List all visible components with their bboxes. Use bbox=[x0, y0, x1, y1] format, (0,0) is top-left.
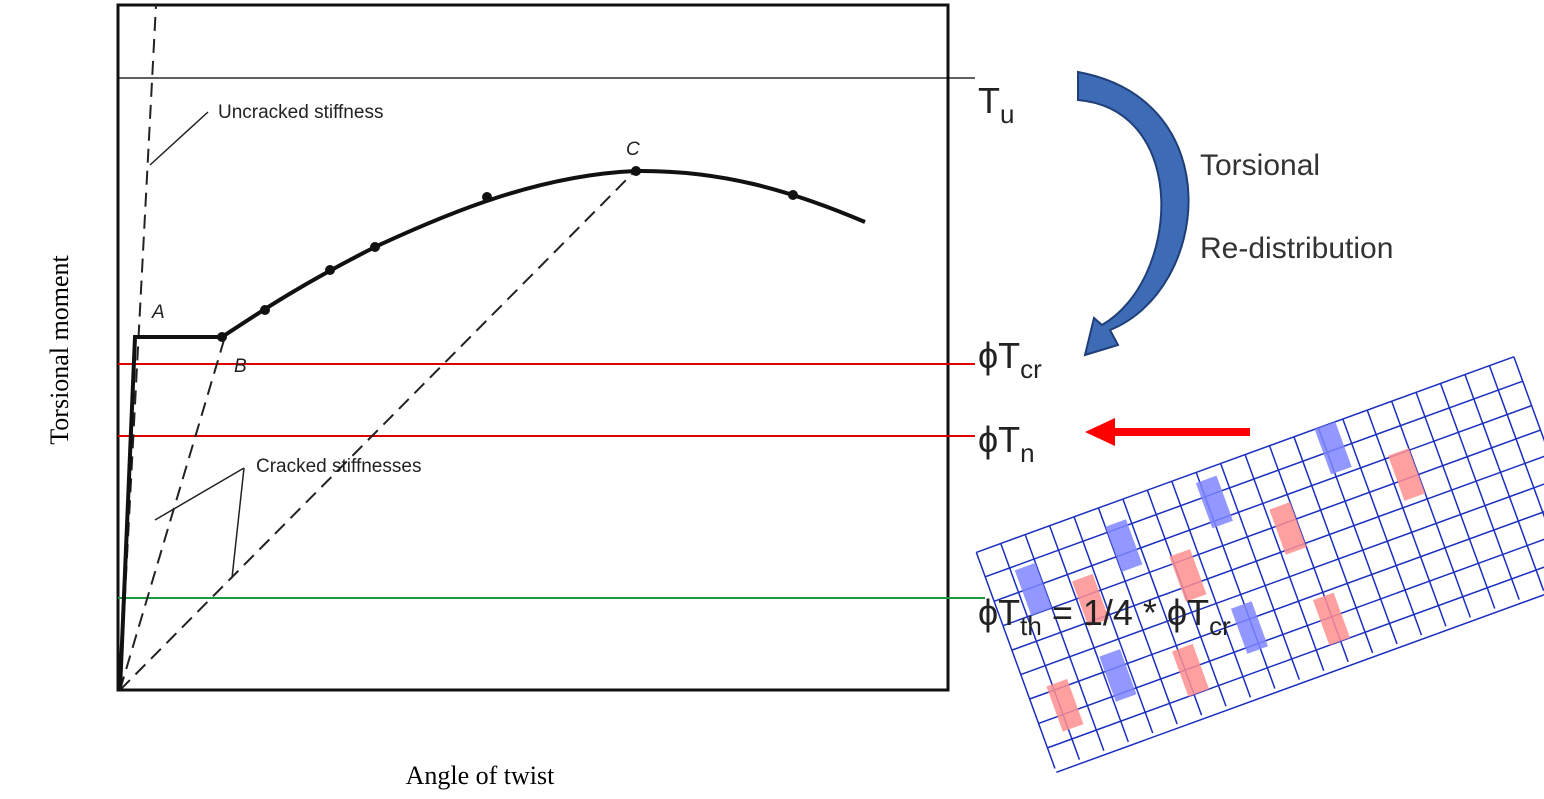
slide: Uncracked stiffness Cracked stiffnesses … bbox=[0, 0, 1544, 799]
label-main: T bbox=[978, 80, 1000, 121]
redistribution-text: Re-distribution bbox=[1200, 232, 1393, 265]
mesh-line bbox=[994, 406, 1532, 602]
redistribution-arrow bbox=[1078, 72, 1189, 355]
mesh-line bbox=[985, 381, 1523, 577]
mesh-block bbox=[1269, 502, 1306, 555]
point-label: B bbox=[234, 356, 247, 377]
red-arrow bbox=[1085, 418, 1250, 446]
y-axis-label: Torsional moment bbox=[45, 254, 74, 444]
label-main: ϕT bbox=[978, 419, 1020, 460]
label-sub: th bbox=[1020, 611, 1042, 641]
label-main: ϕT bbox=[978, 592, 1020, 633]
x-axis-label: Angle of twist bbox=[406, 761, 556, 790]
leader-lines bbox=[150, 112, 244, 578]
point-label: A bbox=[151, 302, 165, 323]
point-label: C bbox=[626, 139, 640, 160]
tu-label: Tu bbox=[978, 80, 1014, 129]
cracked-label: Cracked stiffnesses bbox=[256, 456, 421, 477]
label-sub: cr bbox=[1020, 354, 1042, 384]
mesh-image bbox=[976, 357, 1544, 773]
uncracked-label: Uncracked stiffness bbox=[218, 102, 383, 123]
tcr-label: ϕTcr bbox=[978, 335, 1042, 384]
label-sub: n bbox=[1020, 438, 1034, 468]
mesh-block bbox=[1046, 679, 1083, 732]
mesh-line bbox=[976, 357, 1514, 553]
mesh-block bbox=[1172, 644, 1209, 697]
mesh-block bbox=[1313, 593, 1350, 646]
mesh-block bbox=[1099, 649, 1136, 702]
tn-label: ϕTn bbox=[978, 419, 1035, 468]
response-curve bbox=[120, 171, 865, 690]
redistribution-text: Torsional bbox=[1200, 149, 1320, 182]
tth-label: ϕTth = 1/4 * ϕTcr bbox=[978, 592, 1231, 641]
label-sub: cr bbox=[1209, 611, 1231, 641]
mesh-block bbox=[1105, 519, 1142, 572]
label-main: = 1/4 * ϕT bbox=[1042, 592, 1209, 633]
label-main: ϕT bbox=[978, 335, 1020, 376]
mesh-block bbox=[1231, 601, 1268, 654]
label-sub: u bbox=[1000, 99, 1014, 129]
